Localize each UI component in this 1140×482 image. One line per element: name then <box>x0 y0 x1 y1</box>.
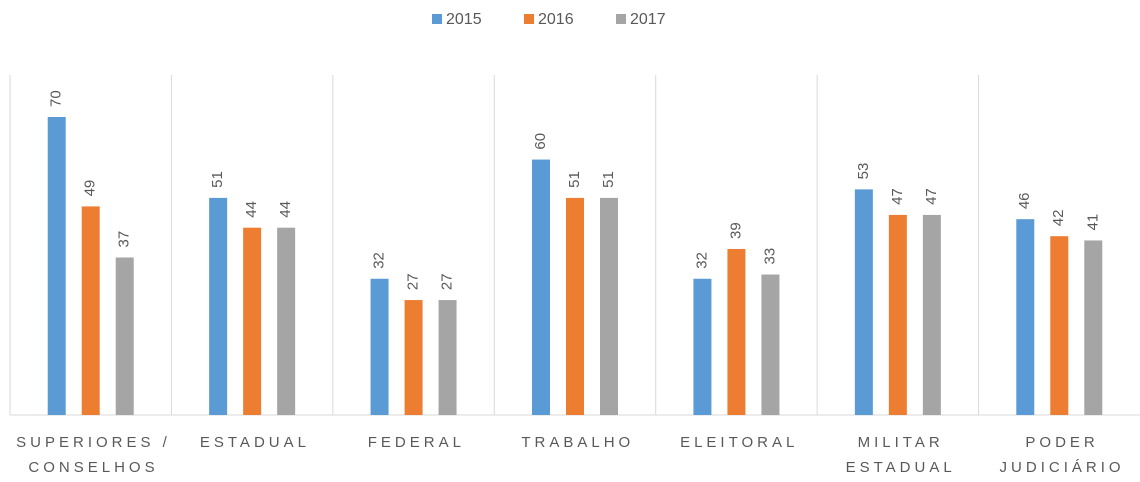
data-label: 53 <box>855 163 872 180</box>
bar <box>888 214 907 415</box>
data-label: 27 <box>405 273 422 290</box>
bar <box>370 278 389 415</box>
x-tick-label: PODER JUDICIÁRIO <box>999 434 1125 476</box>
bar <box>1084 240 1103 415</box>
bar <box>922 214 941 415</box>
data-label: 32 <box>371 252 388 269</box>
data-label: 39 <box>727 222 744 239</box>
bar <box>727 248 746 415</box>
bar <box>277 227 296 415</box>
bar <box>243 227 262 415</box>
x-tick-label: MILITAR ESTADUAL <box>845 434 956 476</box>
bar <box>1016 219 1035 415</box>
data-label: 70 <box>48 90 65 107</box>
data-label: 51 <box>600 171 617 188</box>
legend-swatch <box>432 14 442 24</box>
legend-label: 2017 <box>630 11 666 28</box>
data-label: 47 <box>889 188 906 205</box>
data-label: 44 <box>243 201 260 218</box>
data-label: 41 <box>1084 214 1101 231</box>
data-label: 42 <box>1050 210 1067 227</box>
data-label: 32 <box>693 252 710 269</box>
x-tick-label: SUPERIORES / CONSELHOS <box>16 434 171 476</box>
data-label: 47 <box>923 188 940 205</box>
data-label: 44 <box>277 201 294 218</box>
bar <box>81 206 100 415</box>
bar <box>47 117 66 415</box>
bar <box>566 197 584 415</box>
bar <box>1050 236 1069 415</box>
bar <box>209 197 228 415</box>
x-tick-label: TRABALHO <box>521 434 635 451</box>
x-tick-label: FEDERAL <box>367 434 465 451</box>
bar <box>761 274 780 415</box>
data-label: 49 <box>82 180 99 197</box>
data-label: 27 <box>439 273 456 290</box>
legend-label: 2015 <box>446 11 482 28</box>
x-tick-label: ESTADUAL <box>199 434 310 451</box>
data-label: 60 <box>532 133 549 150</box>
legend-swatch <box>616 14 626 24</box>
bar <box>532 159 550 415</box>
bar <box>854 189 873 415</box>
data-label: 51 <box>209 171 226 188</box>
data-label: 37 <box>116 231 133 248</box>
bar <box>404 300 423 415</box>
legend-label: 2016 <box>538 11 574 28</box>
data-label: 46 <box>1016 192 1033 209</box>
legend-swatch <box>524 14 534 24</box>
bar <box>600 197 618 415</box>
bar <box>438 300 457 415</box>
x-tick-label: ELEITORAL <box>680 434 799 451</box>
data-label: 51 <box>566 171 583 188</box>
data-label: 33 <box>761 248 778 265</box>
bar <box>115 257 134 415</box>
bar <box>693 278 712 415</box>
